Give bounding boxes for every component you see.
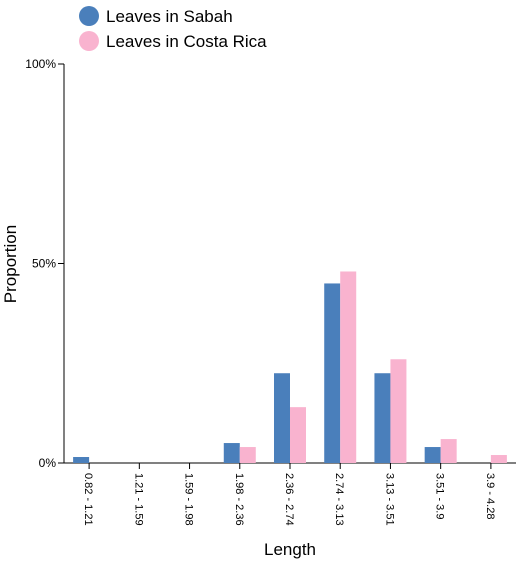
x-tick-label: 2.74 - 3.13 — [333, 473, 345, 526]
x-tick-label: 3.9 - 4.28 — [484, 473, 496, 519]
y-tick-label: 100% — [25, 57, 56, 71]
bar-leaves-in-costa-rica-3-13-3-51 — [390, 359, 407, 463]
y-ticks: 0% 50% 100% — [25, 57, 64, 470]
legend-marker-costa-rica — [79, 31, 99, 51]
x-tick-label: 1.98 - 2.36 — [233, 473, 245, 526]
bar-leaves-in-costa-rica-2-74-3-13 — [340, 271, 357, 463]
bar-leaves-in-costa-rica-3-9-4-28 — [490, 455, 507, 463]
legend-label-sabah: Leaves in Sabah — [106, 7, 233, 26]
bar-leaves-in-sabah-2-36-2-74 — [274, 373, 290, 463]
x-tick-label: 1.59 - 1.98 — [183, 473, 195, 526]
y-tick-label: 50% — [32, 257, 56, 271]
legend: Leaves in Sabah Leaves in Costa Rica — [79, 6, 267, 51]
bar-leaves-in-sabah-3-13-3-51 — [374, 373, 391, 463]
x-axis-label: Length — [264, 540, 316, 559]
y-axis-label: Proportion — [1, 225, 20, 303]
bar-leaves-in-costa-rica-2-36-2-74 — [290, 407, 306, 463]
legend-label-costa-rica: Leaves in Costa Rica — [106, 32, 267, 51]
x-tick-label: 0.82 - 1.21 — [82, 473, 94, 526]
bar-leaves-in-sabah-3-51-3-9 — [424, 447, 441, 463]
x-tick-label: 3.51 - 3.9 — [434, 473, 446, 519]
bars — [73, 271, 507, 463]
y-tick-label: 0% — [39, 456, 57, 470]
x-ticks: 0.82 - 1.21 1.21 - 1.59 1.59 - 1.98 1.98 - … — [82, 463, 496, 526]
x-tick-label: 3.13 - 3.51 — [383, 473, 395, 526]
bar-leaves-in-sabah-2-74-3-13 — [324, 283, 341, 463]
bar-leaves-in-sabah-1-98-2-36 — [223, 443, 240, 463]
bar-leaves-in-sabah-0-82-1-21 — [73, 457, 90, 463]
bar-leaves-in-costa-rica-1-98-2-36 — [239, 447, 256, 463]
bar-leaves-in-costa-rica-3-51-3-9 — [440, 439, 457, 463]
x-tick-label: 2.36 - 2.74 — [283, 473, 295, 526]
x-tick-label: 1.21 - 1.59 — [132, 473, 144, 526]
legend-marker-sabah — [79, 6, 99, 26]
